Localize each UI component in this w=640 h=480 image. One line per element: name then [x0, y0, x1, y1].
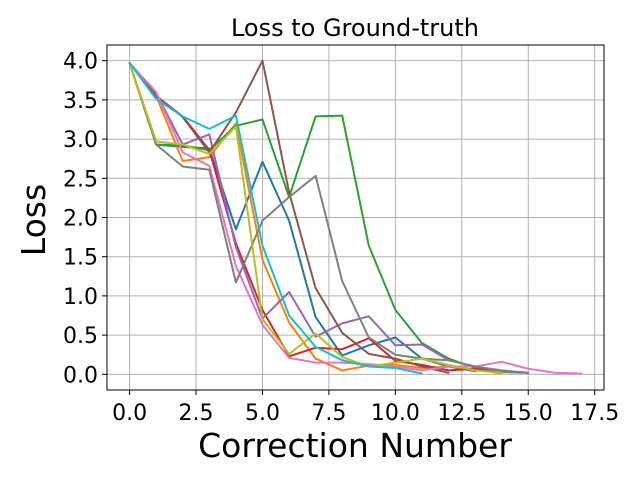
series-line-10 — [128, 62, 423, 375]
series-line-7 — [128, 62, 583, 375]
y-tick-label: 3.5 — [63, 89, 98, 114]
y-axis-label: Loss — [14, 184, 53, 256]
y-tick-label: 2.0 — [63, 207, 98, 232]
x-tick-label: 2.5 — [179, 401, 214, 426]
y-tick-label: 4.0 — [63, 50, 98, 75]
x-tick-label: 7.5 — [311, 401, 346, 426]
series-line-2 — [128, 62, 503, 375]
x-tick-label: 17.5 — [570, 401, 619, 426]
chart-title: Loss to Ground-truth — [231, 14, 479, 42]
y-tick-label: 2.5 — [63, 167, 98, 192]
series-line-8 — [128, 62, 530, 374]
y-tick-label: 1.0 — [63, 285, 98, 310]
y-tick-label: 0.5 — [63, 324, 98, 349]
x-tick-label: 0.0 — [112, 401, 147, 426]
series-line-9 — [128, 62, 503, 374]
y-tick-label: 0.0 — [63, 363, 98, 388]
x-tick-label: 12.5 — [437, 401, 486, 426]
y-tick-label: 1.5 — [63, 246, 98, 271]
ticks: 0.0 2.5 5.0 7.5 10.0 12.5 15.0 17.5 0.0 0.5 1.0 1.5… — [63, 50, 619, 426]
x-tick-label: 15.0 — [504, 401, 553, 426]
x-tick-label: 5.0 — [245, 401, 280, 426]
series-group — [128, 59, 583, 375]
y-tick-label: 3.0 — [63, 128, 98, 153]
x-tick-label: 10.0 — [371, 401, 420, 426]
series-line-6 — [128, 59, 450, 374]
grid — [107, 45, 604, 390]
x-axis-label: Correction Number — [198, 426, 512, 465]
